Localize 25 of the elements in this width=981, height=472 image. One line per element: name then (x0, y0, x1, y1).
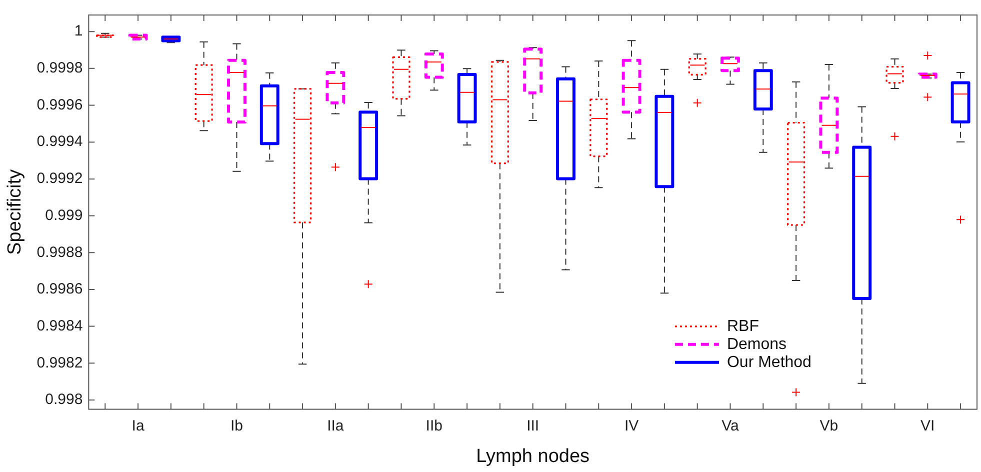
x-tick-label: Ia (132, 417, 145, 434)
y-axis-title: Specificity (4, 168, 26, 255)
y-tick-label: 0.9998 (36, 60, 83, 77)
y-tick-label: 0.999 (45, 206, 83, 224)
legend-label: RBF (726, 318, 760, 335)
legend-label: Demons (726, 336, 787, 353)
x-tick-label: IIb (426, 417, 442, 434)
x-axis-title: Lymph nodes (476, 446, 590, 467)
legend-label: Our Method (726, 354, 812, 371)
y-tick-label: 0.9994 (36, 133, 83, 150)
y-tick-label: 0.9986 (36, 280, 83, 298)
x-tick-label: VI (920, 417, 935, 434)
y-tick-label: 0.9984 (36, 317, 83, 334)
x-tick-label: III (526, 417, 540, 434)
x-tick-label: Va (722, 417, 740, 434)
y-tick-label: 0.9992 (36, 170, 83, 188)
y-tick-label: 0.9982 (36, 354, 83, 372)
y-tick-label: 0.9996 (36, 96, 83, 114)
y-tick-label: 0.9988 (36, 244, 83, 261)
x-tick-label: Ib (230, 417, 243, 434)
x-tick-label: Vb (820, 417, 838, 434)
y-tick-label: 1 (74, 22, 83, 40)
y-tick-label: 0.998 (45, 391, 83, 408)
x-tick-label: IIa (327, 417, 344, 434)
x-tick-label: IV (624, 417, 639, 434)
